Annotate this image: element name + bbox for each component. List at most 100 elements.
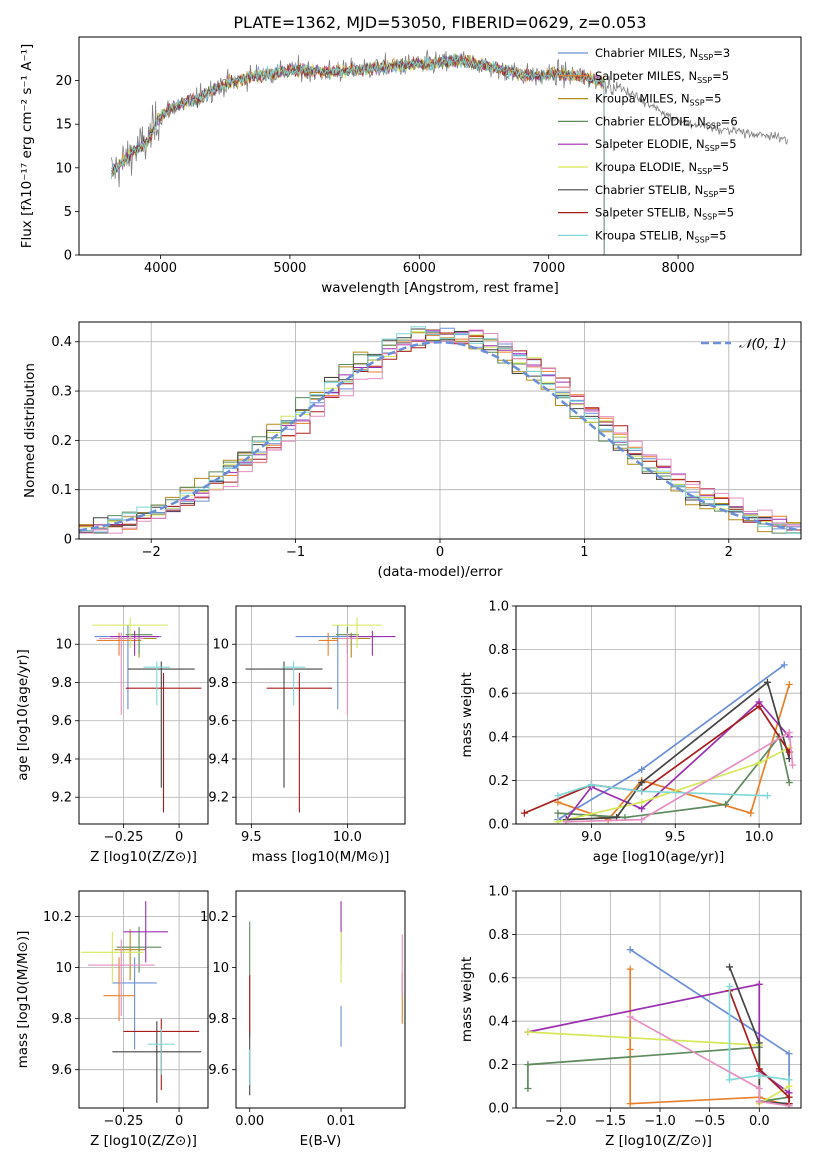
model-spectrum-line <box>110 54 605 255</box>
legend-label: Chabrier ELODIE, NSSP=6 <box>595 114 738 130</box>
weight-line <box>557 664 785 821</box>
plot-area <box>236 606 405 824</box>
legend-label-sub: SSP <box>698 53 713 62</box>
mass-vs-Z-panel: −0.25 0 9.6 9.8 10 10.2 Z [log10(Z/Z⊙)] mass [l… <box>15 890 209 1149</box>
weight-marker <box>755 1065 763 1073</box>
y-tick-label: 0.2 <box>488 774 509 789</box>
legend-label: Salpeter MILES, NSSP=5 <box>595 69 729 85</box>
axes-frame <box>78 890 209 1109</box>
weight-line <box>728 986 790 1081</box>
weight-marker <box>626 1100 634 1108</box>
y-tick-label: 5 <box>64 205 72 220</box>
legend-label-sub: SSP <box>703 190 718 199</box>
y-tick-label: 1.0 <box>488 885 509 900</box>
figure-title: PLATE=1362, MJD=53050, FIBERID=0629, z=0… <box>233 13 646 32</box>
legend-label: Kroupa ELODIE, NSSP=5 <box>595 160 729 176</box>
y-tick-label: 10 <box>212 961 229 976</box>
plot-area <box>79 322 801 539</box>
weight-marker <box>638 779 646 787</box>
legend-label-value: =5 <box>712 160 729 174</box>
x-tick-label: 5000 <box>273 261 306 276</box>
weight-marker <box>722 800 730 808</box>
legend-label-value: =5 <box>712 69 729 83</box>
y-tick-label: 15 <box>55 118 72 133</box>
x-tick-label: −0.25 <box>104 1114 144 1129</box>
weight-marker <box>755 1071 763 1079</box>
y-tick-label: 9.8 <box>208 1012 229 1027</box>
weight-marker <box>726 982 734 990</box>
normal-curve <box>79 340 801 532</box>
weight-line <box>557 783 768 797</box>
mass-vs-EBV-panel: 0.00 0.01 9.6 9.8 10 10.2 E(B-V) <box>200 890 406 1149</box>
weight-marker <box>520 809 528 817</box>
mass-weight-vs-age-panel: 9.0 9.5 10.0 0.0 0.2 0.4 0.6 0.8 1.0 age [log10(a… <box>459 600 802 865</box>
x-tick-label: 10.0 <box>333 830 362 845</box>
x-tick-label: −1.0 <box>644 1114 676 1129</box>
axes-frame <box>235 890 406 1109</box>
legend-label-text: Salpeter ELODIE, N <box>595 137 705 151</box>
plot-area <box>516 606 801 824</box>
weight-marker <box>638 787 646 795</box>
y-tick-label: 9.6 <box>51 1063 72 1078</box>
x-tick-label: 6000 <box>403 261 436 276</box>
plot-area <box>79 891 208 1108</box>
y-tick-label: 10 <box>55 161 72 176</box>
model-spectrum-line <box>110 55 605 255</box>
y-tick-label: 0.2 <box>488 1058 509 1073</box>
spectrum-panel: 4000 5000 6000 7000 8000 0 5 10 15 20 wavelength [… <box>19 36 802 296</box>
x-tick-label: 0 <box>175 1114 183 1129</box>
x-tick-label: 8000 <box>662 261 695 276</box>
legend-label-value: =5 <box>710 228 727 242</box>
legend-label-sub: SSP <box>702 213 717 222</box>
legend-label-text: Kroupa MILES, N <box>595 92 690 106</box>
x-tick-label: 2 <box>725 545 733 560</box>
y-axis-label: mass weight <box>459 957 475 1042</box>
weight-line <box>629 1016 790 1107</box>
legend-label: Salpeter STELIB, NSSP=5 <box>595 206 734 222</box>
y-tick-label: 9.8 <box>51 1012 72 1027</box>
model-spectrum-line <box>110 54 605 255</box>
weight-marker <box>626 946 634 954</box>
weight-marker <box>638 766 646 773</box>
weight-marker <box>626 1045 634 1053</box>
weight-marker <box>524 1061 532 1069</box>
residual-histogram <box>79 332 801 531</box>
axes-frame <box>78 605 209 825</box>
model-spectrum-line <box>110 52 605 255</box>
axes-frame <box>235 605 406 825</box>
weight-marker <box>755 980 763 988</box>
weight-line <box>565 700 790 821</box>
y-tick-label: 10 <box>55 638 72 653</box>
x-axis-label: age [log10(age/yr)] <box>593 849 725 865</box>
legend-label-sub: SSP <box>705 144 720 153</box>
y-tick-label: 9.4 <box>51 752 72 767</box>
y-tick-label: 10.2 <box>43 910 72 925</box>
plot-area <box>110 49 788 255</box>
y-tick-label: 0.8 <box>488 928 509 943</box>
legend-label: Kroupa MILES, NSSP=5 <box>595 92 721 108</box>
legend-label-value: =5 <box>717 206 734 220</box>
x-tick-label: 0.0 <box>749 1114 770 1129</box>
x-tick-label: 9.5 <box>241 830 262 845</box>
y-tick-label: 1.0 <box>488 600 509 615</box>
weight-marker <box>626 1013 634 1021</box>
x-tick-label: 10.0 <box>745 830 774 845</box>
y-tick-label: 9.6 <box>208 714 229 729</box>
x-tick-label: 9.5 <box>665 830 686 845</box>
legend-label-sub: SSP <box>706 121 721 130</box>
legend-label-value: =5 <box>718 183 735 197</box>
legend-label-sub: SSP <box>697 167 712 176</box>
plot-area <box>516 891 801 1108</box>
axes-frame <box>78 321 802 540</box>
x-tick-label: 0 <box>175 830 183 845</box>
y-tick-label: 0.6 <box>488 687 509 702</box>
weight-marker <box>562 818 570 824</box>
age-vs-mass-panel: 9.5 10.0 9.2 9.4 9.6 9.8 10 mass [log10(M/M⊙)] <box>208 605 406 865</box>
y-tick-label: 9.8 <box>208 676 229 691</box>
x-axis-label: E(B-V) <box>300 1133 342 1149</box>
x-tick-label: 7000 <box>532 261 565 276</box>
weight-marker <box>747 809 755 817</box>
weight-marker <box>785 1102 793 1108</box>
weight-marker <box>554 818 562 824</box>
x-tick-label: 4000 <box>144 261 177 276</box>
